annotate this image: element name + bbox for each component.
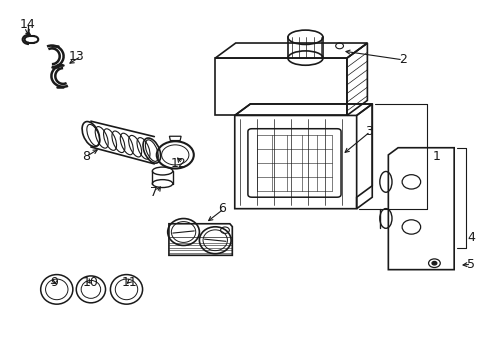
Text: 9: 9 (50, 276, 58, 289)
Text: 1: 1 (432, 150, 440, 163)
Text: 5: 5 (466, 258, 474, 271)
Text: 4: 4 (467, 231, 474, 244)
Text: 7: 7 (150, 186, 158, 199)
Text: 11: 11 (122, 276, 138, 289)
Text: 8: 8 (82, 150, 90, 163)
Text: 3: 3 (364, 125, 372, 138)
Text: 14: 14 (20, 18, 35, 31)
Text: 6: 6 (218, 202, 226, 215)
Circle shape (431, 261, 436, 265)
Text: 13: 13 (68, 50, 84, 63)
Text: 2: 2 (398, 53, 406, 66)
Text: 12: 12 (170, 157, 186, 170)
Text: 10: 10 (83, 276, 99, 289)
